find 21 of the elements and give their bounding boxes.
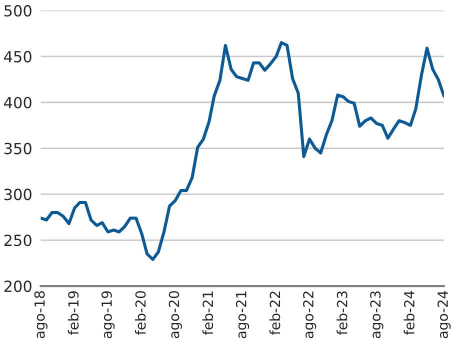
x-tick-label: ago-23 (370, 291, 384, 338)
x-tick-label: feb-23 (336, 291, 348, 335)
y-tick-label: 400 (4, 96, 32, 108)
x-tick-label: ago-18 (34, 291, 48, 338)
x-tick-label: feb-22 (269, 292, 280, 335)
x-tick-label: feb-21 (202, 292, 214, 335)
x-tick-label: feb-24 (404, 291, 414, 335)
x-tick-label: feb-19 (68, 291, 79, 335)
line-series (40, 41, 444, 261)
x-tick-label: ago-19 (101, 291, 115, 338)
y-tick-label: 350 (4, 142, 32, 154)
y-tick-label: 500 (4, 4, 32, 17)
y-tick-label: 300 (4, 188, 32, 200)
x-tick-label: ago-24 (437, 291, 451, 338)
x-tick-label: ago-22 (303, 292, 316, 338)
y-tick-label: 200 (4, 280, 32, 292)
y-tick-label: 250 (4, 234, 32, 246)
x-tick-label: ago-21 (236, 292, 250, 338)
x-tick-label: ago-20 (168, 291, 182, 338)
x-tick-label: feb-20 (135, 291, 146, 335)
y-tick-label: 450 (4, 50, 32, 62)
